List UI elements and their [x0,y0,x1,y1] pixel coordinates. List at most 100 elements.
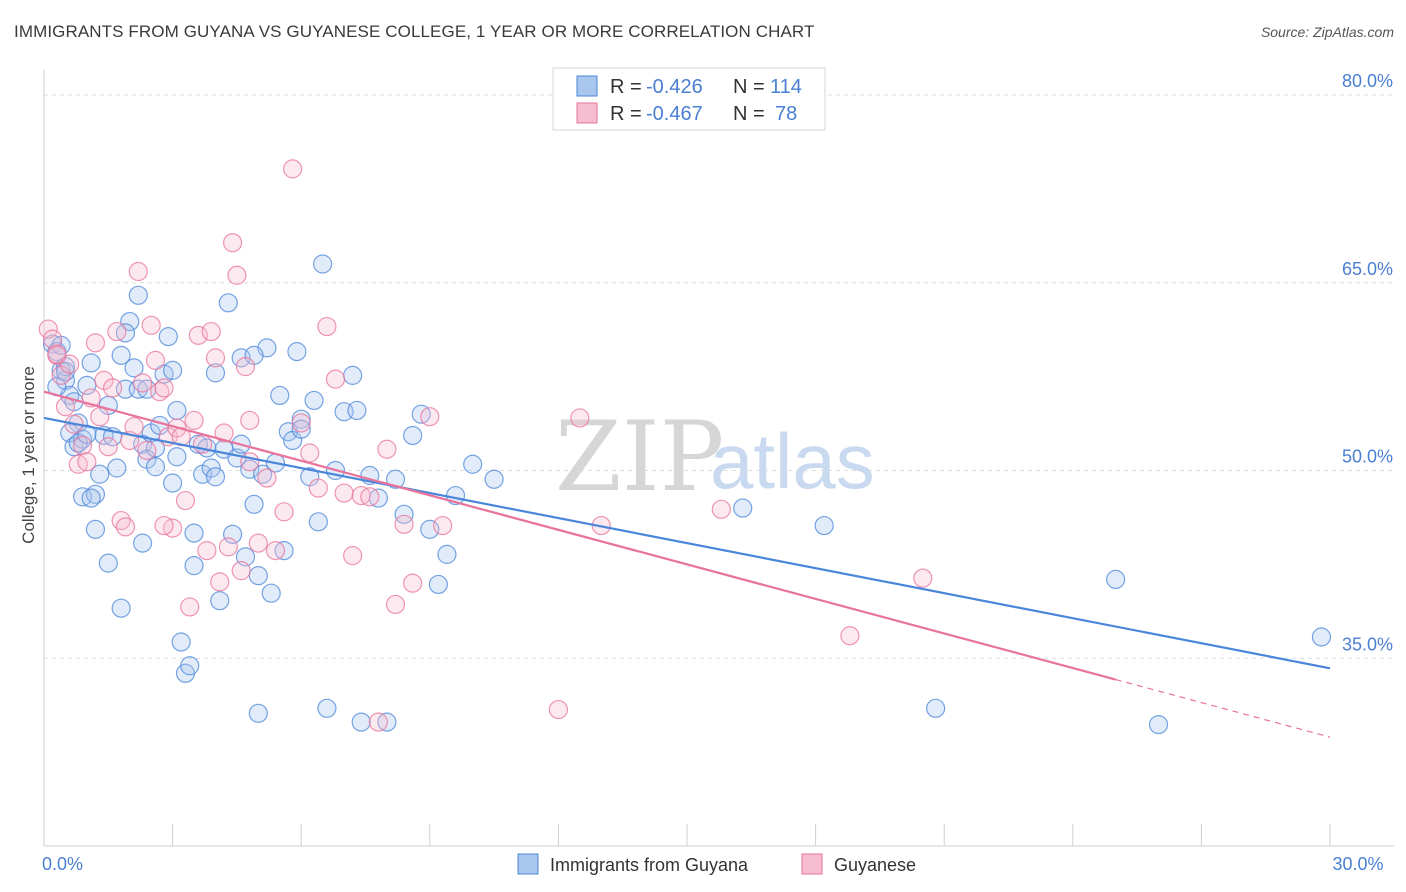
legend-swatch-blue [576,75,598,97]
point-guyanese [210,572,230,592]
point-guyanese [154,378,174,398]
bottom-legend-label: Guyanese [834,855,916,875]
trend-line-guyanese-extension [1115,678,1331,738]
point-immigrants-guyana [163,360,183,380]
watermark-atlas: atlas [710,417,875,505]
point-immigrants-guyana [733,498,753,518]
point-immigrants-guyana [210,591,230,611]
point-guyanese [343,546,363,566]
point-immigrants-guyana [304,390,324,411]
y-tick-label: 80.0% [1342,71,1393,91]
point-immigrants-guyana [120,311,140,332]
bottom-legend-swatch-pink [801,853,823,875]
point-immigrants-guyana [437,544,457,564]
point-guyanese [240,452,260,472]
point-immigrants-guyana [184,523,204,543]
point-guyanese [385,594,406,615]
point-guyanese [360,487,380,507]
point-guyanese [231,561,251,581]
legend-r-value: -0.467 [646,103,703,125]
point-guyanese [115,517,136,537]
data-points [38,159,1332,735]
point-immigrants-guyana [394,504,414,524]
point-immigrants-guyana [403,425,423,446]
point-guyanese [235,357,256,377]
point-guyanese [90,407,110,427]
point-guyanese [248,533,268,553]
point-guyanese [403,573,423,593]
point-immigrants-guyana [205,363,226,383]
point-immigrants-guyana [128,285,148,305]
point-guyanese [913,568,933,588]
legend-r-label: R = [610,103,642,125]
point-guyanese [274,502,294,522]
watermark: ZIP atlas [555,401,875,513]
chart-title: IMMIGRANTS FROM GUYANA VS GUYANESE COLLE… [14,22,815,41]
point-guyanese [72,435,93,456]
point-immigrants-guyana [98,553,118,573]
point-guyanese [377,439,397,459]
point-guyanese [240,410,260,431]
point-immigrants-guyana [351,712,371,732]
point-guyanese [265,541,286,561]
legend-n-label: N = [733,76,765,98]
point-guyanese [214,423,234,443]
point-immigrants-guyana [814,515,834,536]
point-guyanese [201,321,221,342]
point-guyanese [47,344,67,364]
point-immigrants-guyana [111,598,131,618]
point-immigrants-guyana [184,556,204,576]
point-immigrants-guyana [313,254,333,274]
point-immigrants-guyana [240,459,260,479]
point-guyanese [227,265,247,285]
point-immigrants-guyana [270,385,290,406]
point-immigrants-guyana [484,469,504,489]
y-axis-label: College, 1 year or more [19,366,38,544]
point-immigrants-guyana [201,458,221,478]
legend-swatch-pink [576,102,598,124]
point-guyanese [570,408,590,428]
bottom-legend-label: Immigrants from Guyana [550,855,749,875]
point-immigrants-guyana [317,698,337,718]
trend-line-guyanese [43,390,1116,681]
point-guyanese [223,233,243,253]
point-immigrants-guyana [107,458,127,478]
point-immigrants-guyana [81,488,101,508]
point-guyanese [188,325,208,345]
point-guyanese [291,413,311,433]
watermark-zip: ZIP [555,401,724,513]
point-guyanese [257,468,277,488]
point-guyanese [368,712,388,732]
point-immigrants-guyana [163,473,183,493]
point-guyanese [124,417,144,437]
series-legend: Immigrants from Guyana Guyanese [517,853,916,875]
point-immigrants-guyana [223,524,243,544]
point-guyanese [840,626,860,646]
point-immigrants-guyana [291,419,311,439]
point-immigrants-guyana [261,583,281,603]
point-guyanese [132,373,153,393]
point-immigrants-guyana [308,512,328,532]
point-guyanese [308,478,328,498]
point-immigrants-guyana [1106,569,1126,590]
point-guyanese [180,597,200,617]
point-immigrants-guyana [347,400,367,421]
point-guyanese [60,354,80,374]
point-guyanese [334,483,354,503]
point-immigrants-guyana [343,365,363,385]
point-immigrants-guyana [248,566,268,586]
legend-r-label: R = [610,76,642,98]
point-immigrants-guyana [124,358,144,378]
point-immigrants-guyana [90,464,110,484]
point-guyanese [102,378,123,398]
point-immigrants-guyana [287,342,307,362]
point-guyanese [154,515,174,536]
legend-n-value: 78 [775,103,797,125]
point-immigrants-guyana [180,656,200,676]
trend-lines [43,390,1331,738]
point-immigrants-guyana [81,353,101,373]
point-immigrants-guyana [205,467,226,487]
point-immigrants-guyana [428,574,448,595]
point-guyanese [128,261,148,282]
